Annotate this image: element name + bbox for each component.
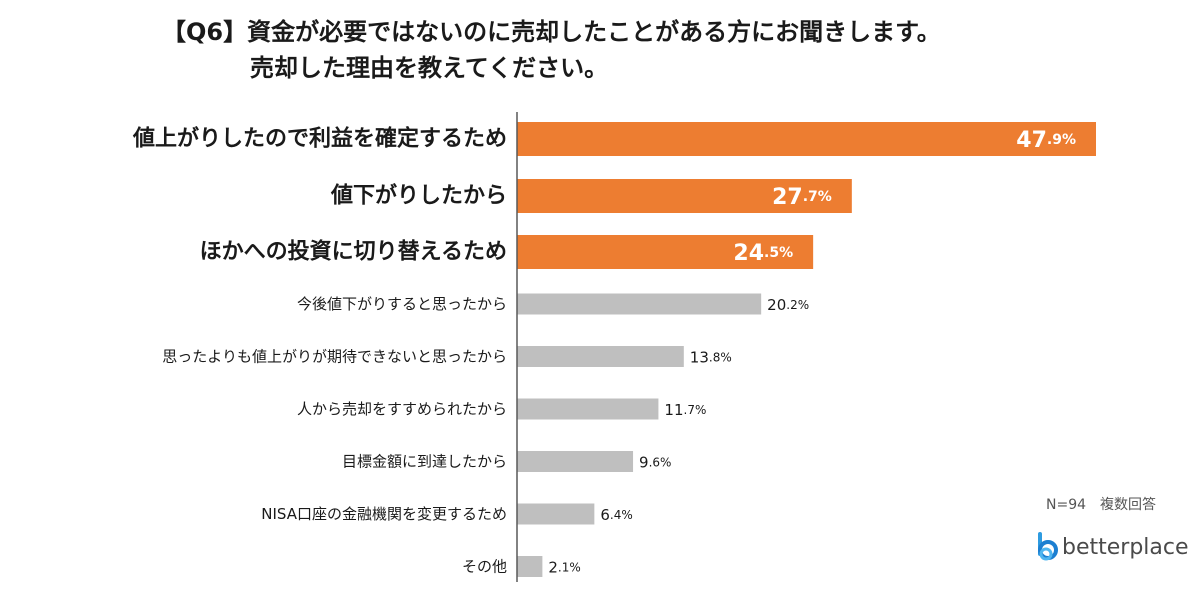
- value-label-5: 11.7%: [664, 401, 706, 419]
- logo-text: betterplace: [1062, 534, 1189, 560]
- bar-0: [517, 122, 1096, 156]
- bar-3: [517, 293, 762, 315]
- category-label-6: 目標金額に到達したから: [342, 453, 507, 471]
- value-label-6: 9.6%: [639, 454, 671, 472]
- category-label-0: 値上がりしたので利益を確定するため: [132, 126, 507, 152]
- category-label-2: ほかへの投資に切り替えるため: [200, 239, 507, 265]
- bar-4: [517, 346, 684, 367]
- bar-2: [517, 235, 814, 269]
- betterplace-logo-icon: [1038, 532, 1058, 561]
- title-line-1: 【Q6】資金が必要ではないのに売却したことがある方にお聞きします。: [162, 18, 941, 46]
- chart-title: 【Q6】資金が必要ではないのに売却したことがある方にお聞きします。 売却した理由…: [162, 14, 941, 86]
- category-label-1: 値下がりしたから: [330, 183, 507, 209]
- value-label-1: 27.7%: [772, 185, 832, 210]
- bar-7: [517, 503, 595, 525]
- category-label-8: その他: [462, 558, 507, 576]
- value-label-7: 6.4%: [600, 506, 632, 524]
- value-label-4: 13.8%: [690, 349, 732, 367]
- title-line-2: 売却した理由を教えてください。: [250, 54, 609, 82]
- category-label-5: 人から売却をすすめられたから: [297, 400, 507, 418]
- value-label-2: 24.5%: [733, 241, 793, 266]
- category-label-4: 思ったよりも値上がりが期待できないと思ったから: [162, 348, 507, 366]
- betterplace-logo: betterplace: [1034, 532, 1189, 562]
- bar-8: [517, 556, 543, 577]
- category-label-7: NISA口座の金融機関を変更するため: [261, 505, 507, 523]
- bar-6: [517, 451, 634, 472]
- sample-size-note: N=94 複数回答: [1046, 497, 1157, 513]
- value-label-8: 2.1%: [548, 559, 580, 577]
- value-label-3: 20.2%: [767, 296, 809, 314]
- value-label-0: 47.9%: [1016, 128, 1076, 153]
- bar-1: [517, 179, 852, 213]
- category-label-3: 今後値下がりすると思ったから: [297, 295, 507, 313]
- bar-5: [517, 398, 659, 420]
